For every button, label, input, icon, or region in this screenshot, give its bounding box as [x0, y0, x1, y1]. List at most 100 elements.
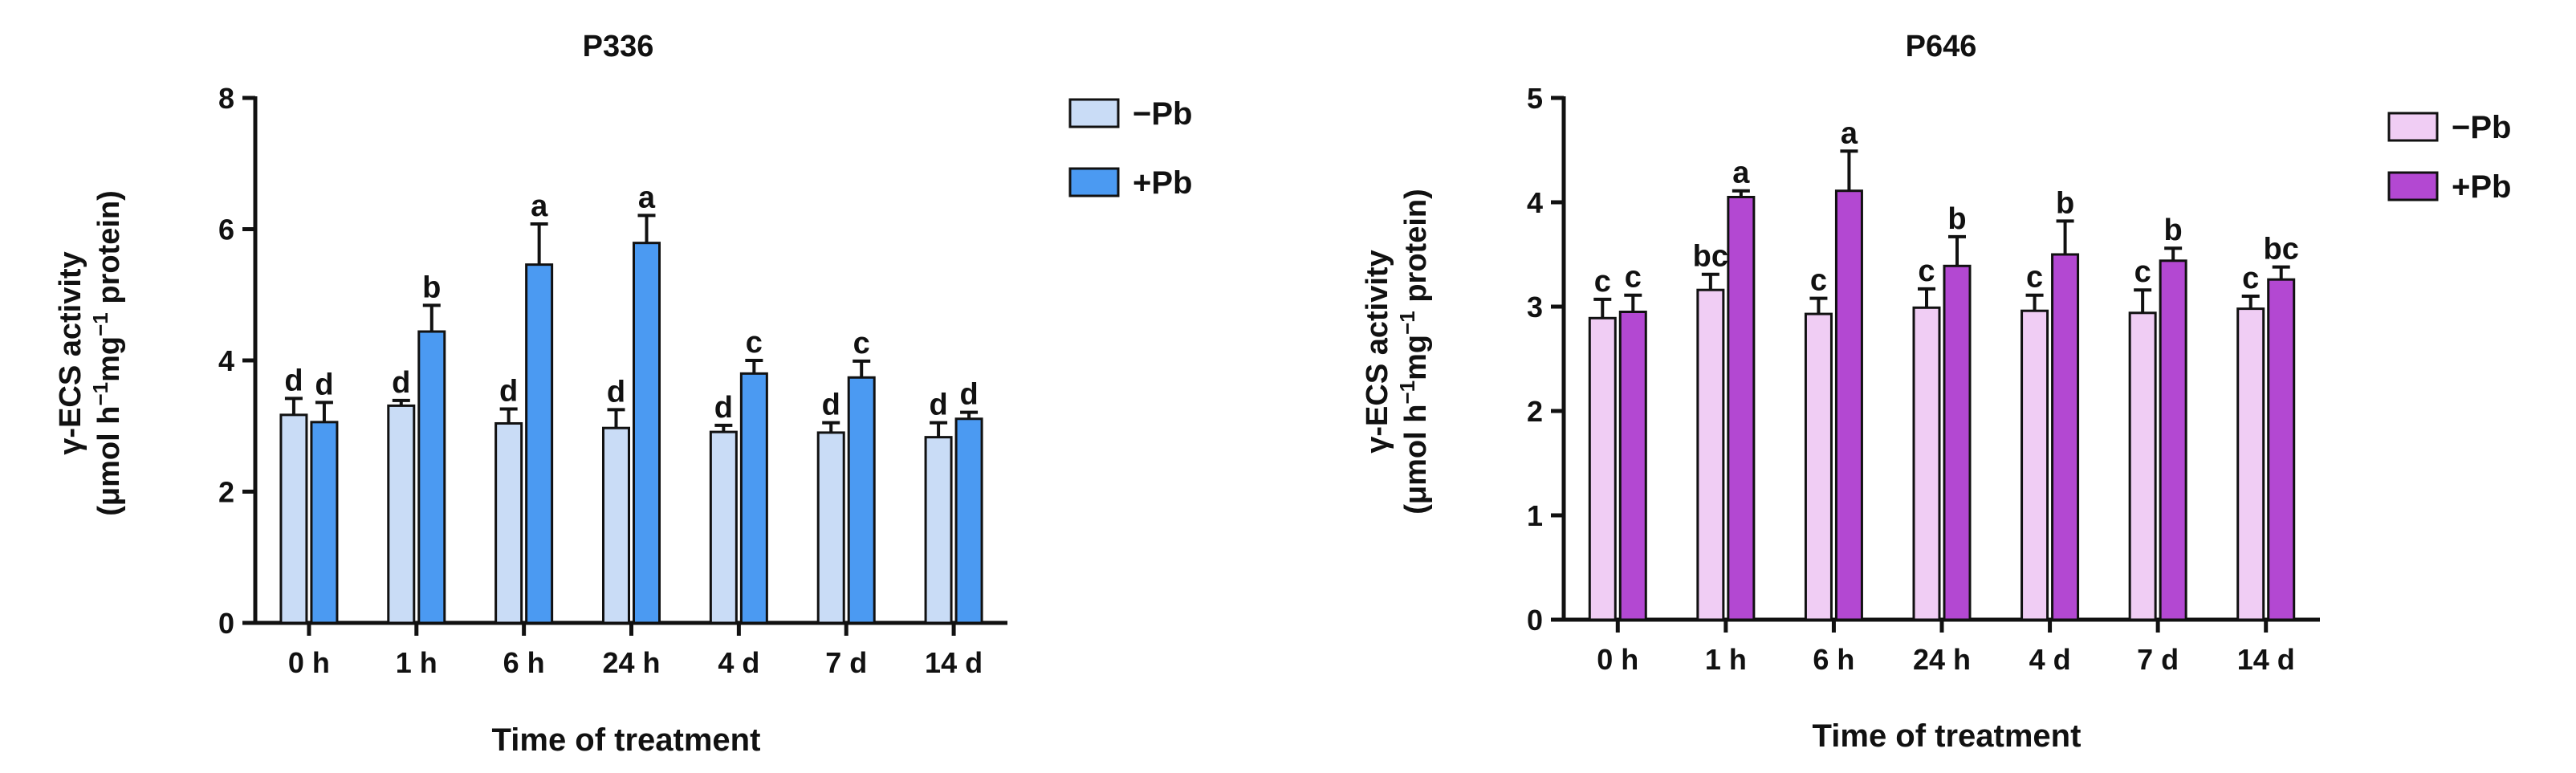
significance-letter: a: [1732, 157, 1750, 190]
bar-plus-pb: [310, 421, 339, 625]
x-tick-label: 1 h: [1705, 643, 1747, 676]
significance-letter: d: [929, 389, 947, 422]
bar-minus-pb: [1696, 288, 1725, 621]
x-axis-title: Time of treatment: [492, 722, 761, 758]
significance-letter: a: [638, 181, 656, 214]
significance-letter: c: [2026, 261, 2043, 295]
significance-letter: c: [1625, 261, 1642, 295]
bar-plus-pb: [1834, 189, 1863, 621]
bar-plus-pb: [739, 372, 768, 625]
y-tick-label: 4: [218, 344, 234, 377]
significance-letter: a: [1841, 116, 1858, 150]
legend-swatch: [1068, 98, 1120, 128]
y-axis-title-superscript: −1: [1395, 311, 1419, 335]
y-tick-label: 0: [218, 607, 234, 640]
legend-label: −Pb: [2452, 110, 2511, 145]
bar-minus-pb: [709, 430, 738, 625]
legend-swatch: [2387, 171, 2439, 201]
x-axis-title: Time of treatment: [1813, 718, 2082, 754]
y-axis-title-line1: γ-ECS activity: [54, 251, 87, 454]
bar-plus-pb: [1727, 196, 1756, 621]
legend-label: +Pb: [1133, 165, 1192, 201]
significance-letter: d: [284, 364, 303, 397]
significance-letter: d: [607, 375, 625, 409]
x-tick-label: 7 d: [2137, 643, 2179, 676]
y-tick-label: 4: [1527, 186, 1543, 219]
chart-title: P646: [1906, 30, 1977, 63]
significance-letter: d: [714, 391, 733, 425]
bar-minus-pb: [2021, 309, 2049, 621]
significance-letter: c: [1918, 254, 1935, 288]
bar-minus-pb: [1588, 316, 1617, 621]
significance-letter: a: [531, 189, 548, 223]
significance-letter: c: [2242, 262, 2259, 295]
bar-plus-pb: [1618, 311, 1647, 621]
legend-swatch: [1068, 167, 1120, 197]
significance-letter: b: [1947, 202, 1966, 236]
bar-plus-pb: [2051, 253, 2080, 621]
bar-minus-pb: [1804, 312, 1833, 621]
chart-title: P336: [583, 30, 654, 63]
y-tick-label: 2: [1527, 395, 1543, 428]
y-axis-title-superscript: −1: [1395, 380, 1419, 405]
y-tick-label: 1: [1527, 499, 1543, 532]
significance-letter: b: [2056, 186, 2074, 220]
bar-minus-pb: [2128, 311, 2157, 621]
significance-letter: d: [499, 374, 518, 408]
bar-minus-pb: [816, 431, 845, 625]
y-axis-title-line2: (μmol h−1mg−1 protein): [88, 190, 126, 516]
x-tick-label: 0 h: [1597, 643, 1638, 676]
bar-plus-pb: [525, 263, 554, 625]
bar-plus-pb: [954, 417, 983, 625]
legend-label: +Pb: [2452, 169, 2511, 205]
legend-label: −Pb: [1133, 96, 1192, 132]
y-axis-title-part: mg: [1399, 335, 1433, 380]
significance-letter: d: [315, 368, 333, 401]
x-tick-label: 0 h: [288, 646, 330, 679]
y-axis-title-part: (μmol h: [92, 406, 126, 516]
y-axis-title-part: protein): [1399, 189, 1433, 311]
bar-plus-pb: [2159, 259, 2187, 621]
y-tick-label: 3: [1527, 291, 1543, 323]
significance-letter: c: [1810, 264, 1827, 298]
y-tick-label: 6: [218, 214, 234, 246]
bar-minus-pb: [279, 413, 308, 625]
significance-letter: bc: [1693, 240, 1728, 274]
x-tick-label: 7 d: [825, 646, 867, 679]
bar-plus-pb: [2267, 278, 2296, 621]
x-tick-label: 24 h: [1913, 643, 1971, 676]
significance-letter: bc: [2264, 233, 2299, 266]
x-tick-label: 4 d: [718, 646, 759, 679]
significance-letter: c: [1594, 265, 1611, 299]
y-axis-title-part: mg: [92, 336, 126, 382]
significance-letter: c: [2134, 255, 2151, 289]
x-tick-label: 24 h: [602, 646, 660, 679]
y-tick-label: 0: [1527, 604, 1543, 637]
significance-letter: c: [746, 326, 763, 360]
x-tick-label: 14 d: [925, 646, 983, 679]
significance-letter: b: [422, 271, 441, 304]
bar-minus-pb: [1912, 306, 1941, 621]
legend-swatch: [2387, 112, 2439, 142]
bar-minus-pb: [924, 436, 953, 625]
y-axis-title-superscript: −1: [88, 312, 112, 336]
bar-plus-pb: [847, 376, 876, 625]
y-tick-label: 2: [218, 476, 234, 509]
significance-letter: c: [853, 327, 870, 360]
bar-plus-pb: [417, 330, 446, 625]
y-tick-label: 5: [1527, 82, 1543, 115]
y-axis-title-line2: (μmol h−1mg−1 protein): [1395, 189, 1433, 515]
bar-minus-pb: [387, 404, 416, 625]
y-axis-title-part: protein): [92, 190, 126, 312]
y-axis-title-superscript: −1: [88, 382, 112, 406]
x-tick-label: 1 h: [396, 646, 437, 679]
y-tick-label: 8: [218, 82, 234, 115]
bar-minus-pb: [2236, 307, 2265, 621]
bar-plus-pb: [633, 242, 661, 625]
x-tick-label: 4 d: [2029, 643, 2071, 676]
significance-letter: b: [2164, 214, 2183, 247]
bar-minus-pb: [494, 421, 523, 625]
significance-letter: d: [959, 378, 978, 412]
